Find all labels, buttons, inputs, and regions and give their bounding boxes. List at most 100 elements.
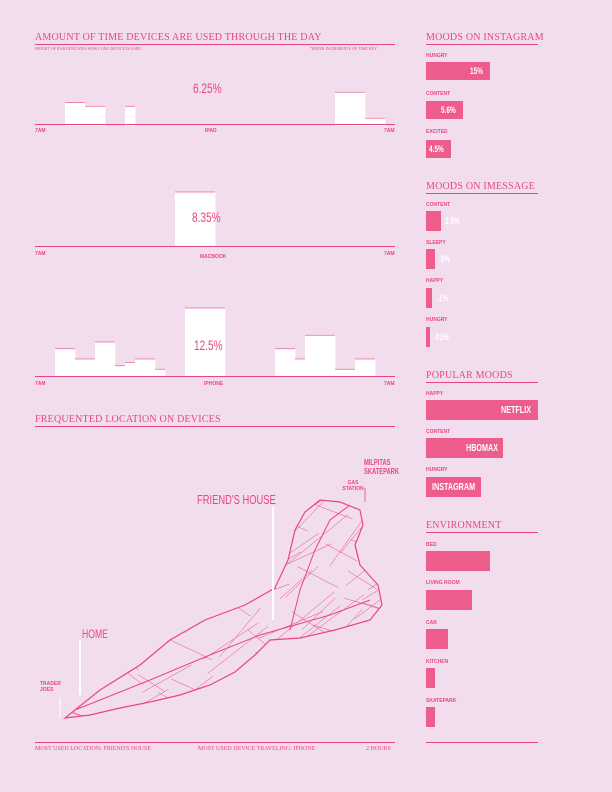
footer-location: MOST USED LOCATION: FRIEND'S HOUSE <box>35 746 151 752</box>
footer-device: MOST USED DEVICE TRAVELING: IPHONE <box>198 746 316 752</box>
popular-cat-2: HUNGRY <box>426 467 448 473</box>
instagram-bar-hungry: 15% <box>426 62 490 80</box>
iphone-usage-segment <box>135 359 146 376</box>
ipad-usage-segment <box>95 106 106 126</box>
ipad-usage-chart <box>65 91 386 126</box>
ipad-usage-segment <box>75 102 86 126</box>
environment-bar-car <box>426 629 448 649</box>
iphone-usage-segment <box>205 308 216 376</box>
map-title: FREQUENTED LOCATION ON DEVICES <box>35 414 221 425</box>
iphone-usage-segment <box>315 335 326 376</box>
iphone-usage-segment <box>65 348 76 376</box>
ipad-usage-segment <box>365 118 376 126</box>
iphone-device-label: IPHONE <box>204 381 224 387</box>
ipad-usage-segment <box>355 92 366 126</box>
iphone-usage-segment <box>365 359 376 376</box>
sidebar-bottom-rule <box>426 742 538 743</box>
macbook-usage-segment <box>175 192 186 246</box>
ipad-usage-segment <box>85 106 96 126</box>
macbook-axis <box>35 246 395 247</box>
macbook-usage-segment <box>195 192 206 246</box>
trader-joes-label: TRADER JOES <box>40 681 61 693</box>
gas-station-label: GAS STATION <box>342 480 364 492</box>
ipad-device-label: IPAD <box>205 128 217 134</box>
iphone-usage-segment <box>105 342 116 376</box>
instagram-cat-2: EXCITED <box>426 129 448 135</box>
street-map <box>59 488 383 719</box>
iphone-usage-segment <box>285 348 296 376</box>
milpitas-skatepark-label: MILPITAS SKATEPARK <box>364 458 399 476</box>
imessage-moods-title: MOODS ON IMESSAGE <box>426 181 535 192</box>
imessage-label-content: 2.5% <box>445 216 460 226</box>
map-title-rule <box>35 426 395 427</box>
iphone-usage-segment <box>275 348 286 376</box>
iphone-usage-segment <box>345 369 356 376</box>
imessage-label-happy: .1% <box>437 293 449 303</box>
macbook-usage-chart <box>175 191 216 246</box>
iphone-usage-segment <box>195 308 206 376</box>
environment-title-rule <box>426 532 538 533</box>
environment-cat-2: CAR <box>426 620 437 626</box>
instagram-bar-content: 5.6% <box>426 101 463 119</box>
iphone-usage-segment <box>145 359 156 376</box>
iphone-percent: 12.5% <box>194 337 223 353</box>
environment-bar-living-room <box>426 590 472 610</box>
popular-bar-label: HBOMAX <box>466 443 499 454</box>
ipad-usage-segment <box>65 102 76 126</box>
iphone-usage-segment <box>215 308 226 376</box>
environment-title: ENVIRONMENT <box>426 520 502 531</box>
iphone-usage-segment <box>325 335 336 376</box>
popular-title-rule <box>426 382 538 383</box>
iphone-usage-segment <box>55 348 66 376</box>
ipad-x-end: 7AM <box>384 128 395 134</box>
imessage-bar-sleepy <box>426 249 435 269</box>
footer-rule <box>35 742 395 743</box>
home-label: HOME <box>82 627 108 641</box>
popular-bar-hbomax: HBOMAX <box>426 438 503 458</box>
environment-bar-kitchen <box>426 668 435 688</box>
iphone-usage-segment <box>185 308 196 376</box>
imessage-label-sleepy: .5% <box>439 254 451 264</box>
instagram-bar-label: 5.6% <box>441 105 456 115</box>
iphone-usage-segment <box>75 359 86 376</box>
imessage-bar-happy <box>426 288 432 308</box>
macbook-x-end: 7AM <box>384 251 395 257</box>
footer-hours: 2 HOURS <box>366 746 391 752</box>
imessage-label-hungry: .01% <box>434 332 449 342</box>
popular-cat-0: HAPPY <box>426 391 444 397</box>
environment-cat-4: SKATEPARK <box>426 698 457 704</box>
popular-bar-label: NETFLIX <box>501 405 532 416</box>
iphone-x-start: 7AM <box>35 381 46 387</box>
popular-cat-1: CONTENT <box>426 429 451 435</box>
ipad-percent: 6.25% <box>193 80 222 96</box>
iphone-usage-segment <box>305 335 316 376</box>
macbook-x-start: 7AM <box>35 251 46 257</box>
environment-bar-skatepark <box>426 707 435 727</box>
ipad-usage-segment <box>375 118 386 126</box>
iphone-axis <box>35 376 395 377</box>
macbook-percent: 8.35% <box>192 209 221 225</box>
instagram-title-rule <box>426 44 538 45</box>
friends-house-label: FRIEND'S HOUSE <box>197 492 276 507</box>
ipad-usage-segment <box>335 92 346 126</box>
iphone-usage-segment <box>95 342 106 376</box>
macbook-usage-segment <box>185 192 196 246</box>
usage-note: *REFER INCREMENTS OF TIME KEY <box>310 46 378 51</box>
iphone-usage-chart <box>55 307 376 376</box>
usage-subtitle: HEIGHT OF BAR INDICATES HOW LONG DEVICE … <box>35 46 142 51</box>
ipad-usage-segment <box>125 106 136 126</box>
usage-title: AMOUNT OF TIME DEVICES ARE USED THROUGH … <box>35 32 322 43</box>
iphone-usage-segment <box>335 369 346 376</box>
popular-bar-netflix: NETFLIX <box>426 400 538 420</box>
instagram-cat-1: CONTENT <box>426 91 451 97</box>
iphone-usage-segment <box>125 362 136 376</box>
instagram-cat-0: HUNGRY <box>426 53 448 59</box>
ipad-axis <box>35 124 395 125</box>
environment-bar-bed <box>426 551 490 571</box>
macbook-usage-segment <box>205 192 216 246</box>
environment-cat-1: LIVING ROOM <box>426 580 460 586</box>
iphone-usage-segment <box>355 359 366 376</box>
iphone-usage-segment <box>85 359 96 376</box>
iphone-x-end: 7AM <box>384 381 395 387</box>
popular-bar-instagram: INSTAGRAM <box>426 477 481 497</box>
